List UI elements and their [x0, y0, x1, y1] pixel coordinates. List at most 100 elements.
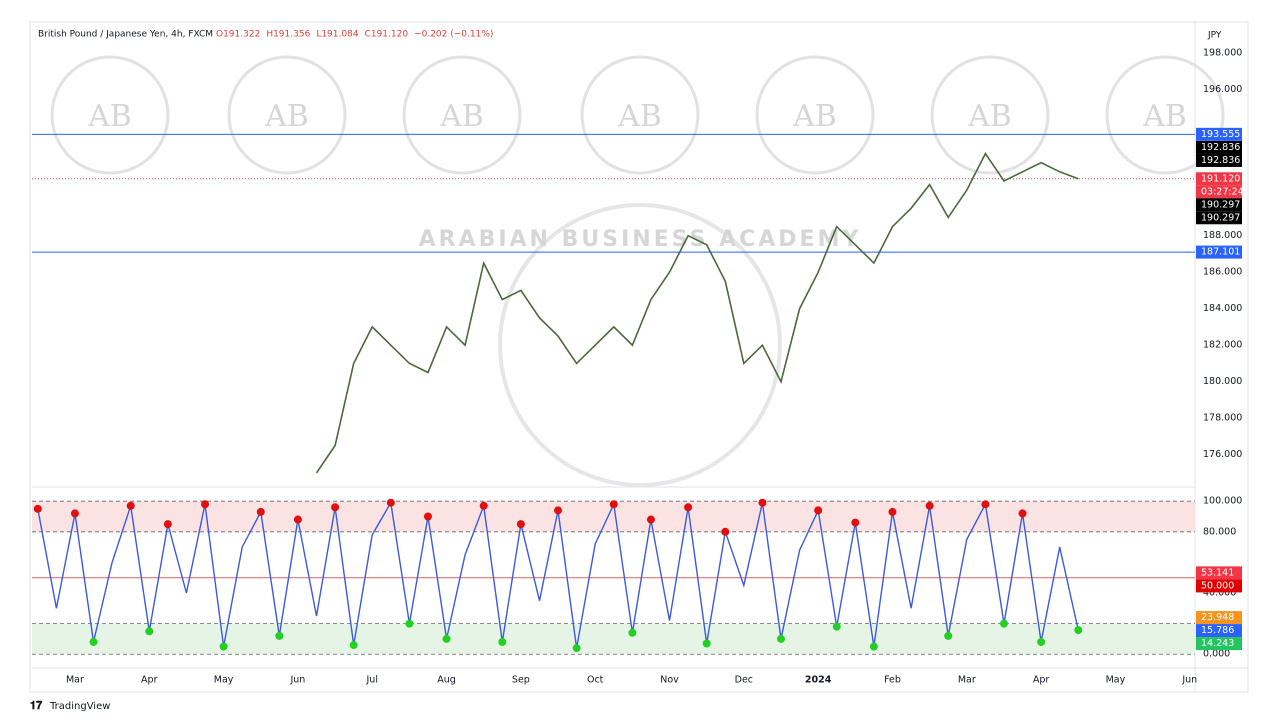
watermark-logo: AB — [439, 99, 484, 134]
y-tick-label: 196.000 — [1203, 84, 1242, 95]
watermark-logo: AB — [87, 99, 132, 134]
x-tick-label: Dec — [735, 675, 753, 686]
extreme-dot — [1074, 626, 1083, 635]
price-tag-label: 191.120 — [1201, 173, 1240, 184]
price-tag-label: 50.000 — [1201, 580, 1234, 591]
price-tag-label: 187.101 — [1201, 247, 1240, 258]
watermark-ring — [227, 55, 347, 175]
extreme-dot — [89, 637, 98, 646]
extreme-dot — [163, 520, 172, 529]
extreme-dot — [999, 619, 1008, 628]
price-tag-label: 15.786 — [1201, 625, 1234, 636]
price-tag — [1196, 566, 1242, 580]
price-tag — [1196, 172, 1242, 186]
extreme-dot — [256, 507, 265, 516]
extreme-dot — [145, 627, 154, 636]
price-tag-label: 190.297 — [1201, 212, 1240, 223]
watermark-logo: AB — [967, 99, 1012, 134]
price-tag-label: 14.243 — [1201, 638, 1234, 649]
price-tag-label: 192.836 — [1201, 155, 1240, 166]
price-tag-label: 190.297 — [1201, 199, 1240, 210]
currency-label: JPY — [1207, 31, 1222, 41]
watermark-logo: AB — [617, 99, 662, 134]
price-tag-label: 23.948 — [1201, 612, 1234, 623]
watermark-ring — [755, 55, 875, 175]
watermark-ring — [1105, 55, 1225, 175]
watermark-text: ARABIAN BUSINESS ACADEMY — [419, 227, 862, 252]
extreme-dot — [832, 622, 841, 631]
y-tick-label: 100.000 — [1203, 496, 1242, 507]
price-tag — [1196, 127, 1242, 141]
extreme-dot — [981, 500, 990, 509]
extreme-dot — [869, 642, 878, 651]
ohlc-value: −0.202 (−0.11%) — [414, 30, 493, 40]
extreme-dot — [331, 503, 340, 512]
extreme-dot — [572, 644, 581, 653]
y-tick-label: 176.000 — [1203, 449, 1242, 460]
ohlc-value: H191.356 — [266, 30, 310, 40]
extreme-dot — [1037, 637, 1046, 646]
price-tag-label: 53.141 — [1201, 567, 1234, 578]
extreme-dot — [349, 641, 358, 650]
x-tick-label: Apr — [141, 675, 158, 686]
extreme-dot — [479, 501, 488, 510]
price-tag — [1196, 153, 1242, 167]
countdown: 03:27:24 — [1201, 186, 1244, 197]
y-tick-label: 198.000 — [1203, 48, 1242, 59]
ohlc-value: C191.120 — [365, 30, 409, 40]
x-tick-label: Nov — [660, 675, 679, 686]
x-tick-label: Mar — [958, 675, 976, 686]
x-tick-label: 2024 — [805, 675, 832, 686]
x-tick-label: Aug — [437, 675, 456, 686]
watermarks: AB AB AB AB AB AB AB ARABIAN BUSINESS ACADEMY — [50, 55, 1225, 487]
footer-logo: 𝟏𝟕 — [30, 699, 43, 712]
price-tag-label: 192.836 — [1201, 142, 1240, 153]
watermark-logo: AB — [1142, 99, 1187, 134]
extreme-dot — [758, 498, 767, 507]
y-tick-label: 188.000 — [1203, 230, 1242, 241]
zone-band — [32, 623, 1195, 655]
extreme-dot — [777, 634, 785, 643]
extreme-dot — [293, 515, 302, 524]
watermark-ring — [930, 55, 1050, 175]
watermark-ring — [580, 55, 700, 175]
symbol-title: British Pound / Japanese Yen, 4h, FXCM — [38, 30, 213, 40]
x-tick-label: Jul — [366, 675, 378, 686]
watermark-ring — [402, 55, 522, 175]
extreme-dot — [721, 527, 730, 536]
ohlc-values: O191.322 H191.356 L191.084 C191.120 −0.202 (… — [216, 30, 493, 40]
x-tick-label: Jun — [289, 675, 305, 686]
extreme-dot — [646, 515, 655, 524]
extreme-dot — [628, 628, 637, 637]
x-tick-label: Mar — [66, 675, 84, 686]
extreme-dot — [386, 498, 395, 507]
x-tick-label: Sep — [512, 675, 530, 686]
y-tick-label: 182.000 — [1203, 340, 1242, 351]
y-tick-label: 180.000 — [1203, 376, 1242, 387]
extreme-dot — [851, 518, 860, 527]
extreme-dot — [442, 634, 451, 643]
y-tick-label: 184.000 — [1203, 303, 1242, 314]
watermark-logo: AB — [264, 99, 309, 134]
price-tag-label: 193.555 — [1201, 129, 1240, 140]
x-tick-label: Oct — [587, 675, 604, 686]
price-tag — [1196, 624, 1242, 638]
price-line — [315, 152, 1079, 474]
extreme-dot — [405, 619, 414, 628]
ohlc-value: L191.084 — [316, 30, 359, 40]
extreme-dot — [201, 500, 210, 509]
extreme-dot — [1018, 509, 1027, 518]
extreme-dot — [925, 501, 934, 510]
price-tag — [1196, 245, 1242, 259]
watermark-ring — [50, 55, 170, 175]
y-tick-label: 80.000 — [1203, 526, 1236, 537]
extreme-dot — [944, 631, 953, 640]
y-tick-label: 40.000 — [1203, 588, 1236, 599]
extreme-dot — [423, 512, 432, 521]
x-tick-label: May — [214, 675, 234, 686]
y-tick-label: 186.000 — [1203, 267, 1242, 278]
extreme-dot — [126, 501, 135, 510]
y-tick-label: 0.000 — [1203, 649, 1230, 660]
extreme-dot — [684, 503, 693, 512]
price-tag — [1196, 637, 1242, 651]
